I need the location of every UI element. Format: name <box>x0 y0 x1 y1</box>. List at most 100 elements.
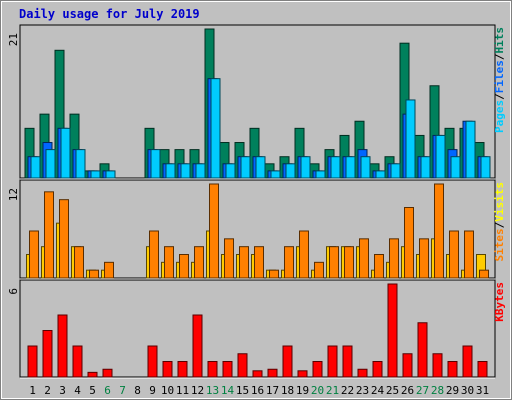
day-label-9: 9 <box>149 384 156 397</box>
bar-sites-day-31 <box>479 269 489 279</box>
bar-sites-day-28 <box>434 183 444 279</box>
day-label-21: 21 <box>326 384 339 397</box>
bar-kbytes-day-24 <box>372 361 383 378</box>
bar-kbytes-day-1 <box>27 345 38 378</box>
day-label-28: 28 <box>431 384 444 397</box>
bar-kbytes-day-14 <box>222 361 233 378</box>
bar-kbytes-day-27 <box>417 322 428 378</box>
bar-kbytes-day-11 <box>177 361 188 378</box>
day-label-19: 19 <box>296 384 309 397</box>
bar-kbytes-day-9 <box>147 345 158 378</box>
day-label-8: 8 <box>134 384 141 397</box>
bar-sites-day-18 <box>284 246 294 279</box>
bar-pages-day-27 <box>420 156 431 179</box>
bar-kbytes-day-4 <box>72 345 83 378</box>
day-label-1: 1 <box>29 384 36 397</box>
bar-sites-day-26 <box>404 207 414 279</box>
legend-entry: Pages <box>493 100 506 133</box>
day-label-18: 18 <box>281 384 294 397</box>
bar-pages-day-10 <box>165 163 176 179</box>
bar-sites-day-14 <box>224 238 234 279</box>
bar-pages-day-20 <box>315 170 326 179</box>
day-label-20: 20 <box>311 384 324 397</box>
bar-kbytes-day-13 <box>207 361 218 378</box>
bar-sites-day-1 <box>29 230 39 279</box>
day-label-22: 22 <box>341 384 354 397</box>
legend-entry: Sites <box>493 228 506 261</box>
bar-kbytes-day-2 <box>42 330 53 378</box>
bar-pages-day-19 <box>300 156 311 179</box>
day-label-15: 15 <box>236 384 249 397</box>
bar-sites-day-23 <box>359 238 369 279</box>
bar-kbytes-day-22 <box>342 345 353 378</box>
bar-pages-day-1 <box>30 156 41 179</box>
bar-pages-day-24 <box>375 170 386 179</box>
bar-kbytes-day-29 <box>447 361 458 378</box>
bar-sites-day-10 <box>164 246 174 279</box>
day-label-4: 4 <box>74 384 81 397</box>
bar-kbytes-day-28 <box>432 353 443 378</box>
legend-entry: Visits <box>493 182 506 222</box>
bar-pages-day-26 <box>405 99 416 179</box>
bar-pages-day-9 <box>150 149 161 179</box>
axis-max-label: 21 <box>7 33 20 46</box>
bar-kbytes-day-17 <box>267 368 278 378</box>
legend-entry: / <box>493 53 506 60</box>
bar-sites-day-9 <box>149 230 159 279</box>
chart-title: Daily usage for July 2019 <box>19 7 200 21</box>
day-label-2: 2 <box>44 384 51 397</box>
bar-pages-day-15 <box>240 156 251 179</box>
bar-kbytes-day-6 <box>102 368 113 378</box>
bar-sites-day-25 <box>389 238 399 279</box>
bar-kbytes-day-23 <box>357 368 368 378</box>
x-axis-day-labels: 1 2 3 4 5 6 7 8 9 10 11 12 13 14 15 16 17 18 19 20 21 22 23 24 2… <box>29 384 489 397</box>
panel-kbytes: 6 KBytes <box>7 279 506 379</box>
bar-kbytes-day-10 <box>162 361 173 378</box>
bar-sites-day-4 <box>74 246 84 279</box>
bar-kbytes-day-21 <box>327 345 338 378</box>
bar-sites-day-13 <box>209 183 219 279</box>
legend-pages-files-hits: Pages/Files/Hits <box>493 27 506 133</box>
bar-sites-day-2 <box>44 191 54 279</box>
bar-pages-day-22 <box>345 156 356 179</box>
day-label-25: 25 <box>386 384 399 397</box>
bar-pages-day-17 <box>270 170 281 179</box>
bar-pages-day-31 <box>480 156 491 179</box>
legend-visits-sites: Sites/Visits <box>493 182 506 262</box>
bar-kbytes-day-19 <box>297 370 308 378</box>
day-label-12: 12 <box>191 384 204 397</box>
axis-max-label: 12 <box>7 188 20 201</box>
bar-pages-day-6 <box>105 170 116 179</box>
bar-sites-day-6 <box>104 261 114 279</box>
day-label-24: 24 <box>371 384 385 397</box>
bar-pages-day-4 <box>75 149 86 179</box>
day-label-31: 31 <box>476 384 489 397</box>
bar-pages-day-23 <box>360 156 371 179</box>
bar-pages-day-5 <box>90 170 101 179</box>
bar-kbytes-day-31 <box>477 361 488 378</box>
day-label-10: 10 <box>161 384 174 397</box>
bar-sites-day-15 <box>239 246 249 279</box>
series-pages <box>30 78 491 179</box>
legend-entry: KBytes <box>493 282 506 322</box>
bar-kbytes-day-26 <box>402 353 413 378</box>
bar-kbytes-day-5 <box>87 371 98 378</box>
bar-sites-day-21 <box>329 246 339 279</box>
legend-kbytes: KBytes <box>493 282 506 322</box>
day-label-30: 30 <box>461 384 474 397</box>
series-sites <box>29 183 489 279</box>
bar-pages-day-30 <box>465 120 476 179</box>
day-label-7: 7 <box>119 384 126 397</box>
bar-kbytes-day-16 <box>252 370 263 378</box>
legend-entry: / <box>493 93 506 100</box>
panel-pages-files-hits: 21 Pages/Files/Hits <box>7 24 506 180</box>
bar-kbytes-day-3 <box>57 314 68 378</box>
series-kbytes <box>27 283 488 378</box>
legend-entry: Hits <box>493 27 506 54</box>
bar-sites-day-19 <box>299 230 309 279</box>
bar-pages-day-3 <box>60 127 71 179</box>
bar-pages-day-12 <box>195 163 206 179</box>
day-label-13: 13 <box>206 384 219 397</box>
